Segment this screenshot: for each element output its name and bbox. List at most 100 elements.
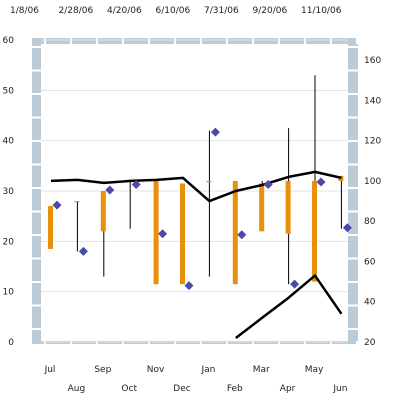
x-bottom-tick-label: Dec	[173, 384, 190, 394]
diamond-marker	[78, 246, 88, 256]
range-bar	[206, 180, 212, 183]
y-left-tick-label: 50	[3, 86, 15, 96]
y-right-tick-label: 160	[364, 56, 381, 66]
y-right-tick-label: 120	[364, 137, 381, 147]
line-series	[50, 170, 343, 339]
frame-notch	[348, 257, 358, 260]
frame-notch	[348, 163, 358, 166]
frame-notch	[200, 38, 202, 44]
diamond-marker	[342, 223, 352, 233]
grid	[41, 39, 348, 343]
frame-notch	[348, 69, 358, 72]
x-top-tick-label: 2/28/06	[59, 6, 94, 16]
y-right-tick-label: 140	[364, 96, 381, 106]
frame-notch	[348, 46, 358, 48]
diamond-marker	[131, 179, 141, 189]
y-left-tick-label: 20	[3, 237, 15, 247]
y-right-tick-label: 80	[364, 217, 376, 227]
x-bottom-tick-label: Nov	[147, 365, 165, 375]
range-bar	[74, 201, 80, 203]
y-axis-left: 0 10 20 30 40 50 60	[3, 36, 15, 348]
x-top-tick-label: 9/20/06	[253, 6, 288, 16]
frame-notch	[122, 38, 124, 44]
x-bottom-tick-label: Jan	[200, 365, 215, 375]
x-bottom-tick-label: Mar	[253, 365, 270, 375]
y-axis-right: 20 40 60 80 100 120 140 160	[364, 56, 381, 348]
frame-notch	[278, 38, 280, 44]
x-axis-bottom: Jul Aug Sep Oct Nov Dec Jan Feb Mar Apr May Jun	[44, 365, 348, 394]
range-bar	[259, 183, 265, 232]
frame-notch	[70, 38, 72, 44]
x-bottom-tick-label: May	[305, 365, 324, 375]
frame-notch	[226, 38, 228, 44]
range-bar	[100, 191, 106, 232]
plot-area	[41, 44, 348, 341]
frame-notch	[32, 140, 41, 142]
diamond-marker	[210, 127, 220, 137]
x-top-tick-label: 1/8/06	[10, 6, 39, 16]
frame-notch	[348, 140, 358, 142]
diamond-marker	[237, 230, 247, 240]
frame-notch	[32, 257, 41, 260]
frame-notch	[32, 281, 41, 283]
diamond-marker	[52, 200, 62, 210]
x-bottom-tick-label: Sep	[94, 365, 111, 375]
x-axis-top: 1/8/06 2/28/06 4/20/06 6/10/06 7/31/06 9/20/0…	[10, 6, 342, 16]
frame-notch	[348, 187, 358, 189]
range-bar	[232, 180, 238, 285]
x-top-tick-label: 6/10/06	[156, 6, 191, 16]
y-right-tick-label: 40	[364, 298, 376, 308]
series-line	[235, 274, 343, 339]
frame-notch	[32, 93, 41, 95]
y-left-tick-label: 30	[3, 187, 15, 197]
range-bar	[285, 180, 291, 234]
frame-notch	[44, 38, 46, 44]
diamond-marker	[184, 281, 194, 291]
frame-ticks	[32, 38, 358, 344]
y-right-tick-label: 100	[364, 177, 381, 187]
frame-notch	[348, 304, 358, 307]
x-top-tick-label: 11/10/06	[301, 6, 342, 16]
y-left-tick-label: 0	[8, 338, 14, 348]
frame-notch	[348, 328, 358, 330]
series-line	[50, 170, 342, 203]
frame-notch	[356, 38, 358, 44]
frame-notch	[32, 210, 41, 213]
frame-notch	[348, 93, 358, 95]
x-bottom-tick-label: Apr	[280, 384, 296, 394]
frame-notch	[348, 116, 358, 119]
diamond-marker	[290, 279, 300, 289]
frame-notch	[32, 116, 41, 119]
range-bar	[312, 180, 317, 282]
range-bar	[48, 206, 53, 249]
y-left-tick-label: 60	[3, 36, 15, 46]
diamond-marker	[105, 185, 115, 195]
range-bar	[153, 180, 159, 285]
x-bottom-tick-label: Oct	[121, 384, 137, 394]
x-bottom-tick-label: Jun	[332, 384, 347, 394]
frame-notch	[304, 38, 306, 44]
x-top-tick-label: 7/31/06	[204, 6, 239, 16]
frame-notch	[32, 328, 41, 330]
frame-notch	[356, 341, 358, 344]
frame-notch	[32, 69, 41, 72]
diamond-marker	[263, 179, 273, 189]
diamond-marker	[158, 229, 168, 239]
frame-notch	[174, 38, 176, 44]
x-bottom-tick-label: Feb	[227, 384, 243, 394]
frame-notch	[32, 304, 41, 307]
frame-notch	[148, 38, 150, 44]
frame-notch	[330, 38, 332, 44]
frame-notch	[32, 234, 41, 236]
frame-notch	[348, 234, 358, 236]
frame-notch	[32, 163, 41, 166]
frame-notch	[348, 281, 358, 283]
range-bar	[180, 183, 185, 285]
x-bottom-tick-label: Jul	[44, 365, 56, 375]
frame-notch	[32, 187, 41, 189]
y-left-tick-label: 10	[3, 288, 15, 298]
diamond-markers	[52, 127, 352, 291]
frame-notch	[96, 38, 98, 44]
frame-notch	[348, 210, 358, 213]
